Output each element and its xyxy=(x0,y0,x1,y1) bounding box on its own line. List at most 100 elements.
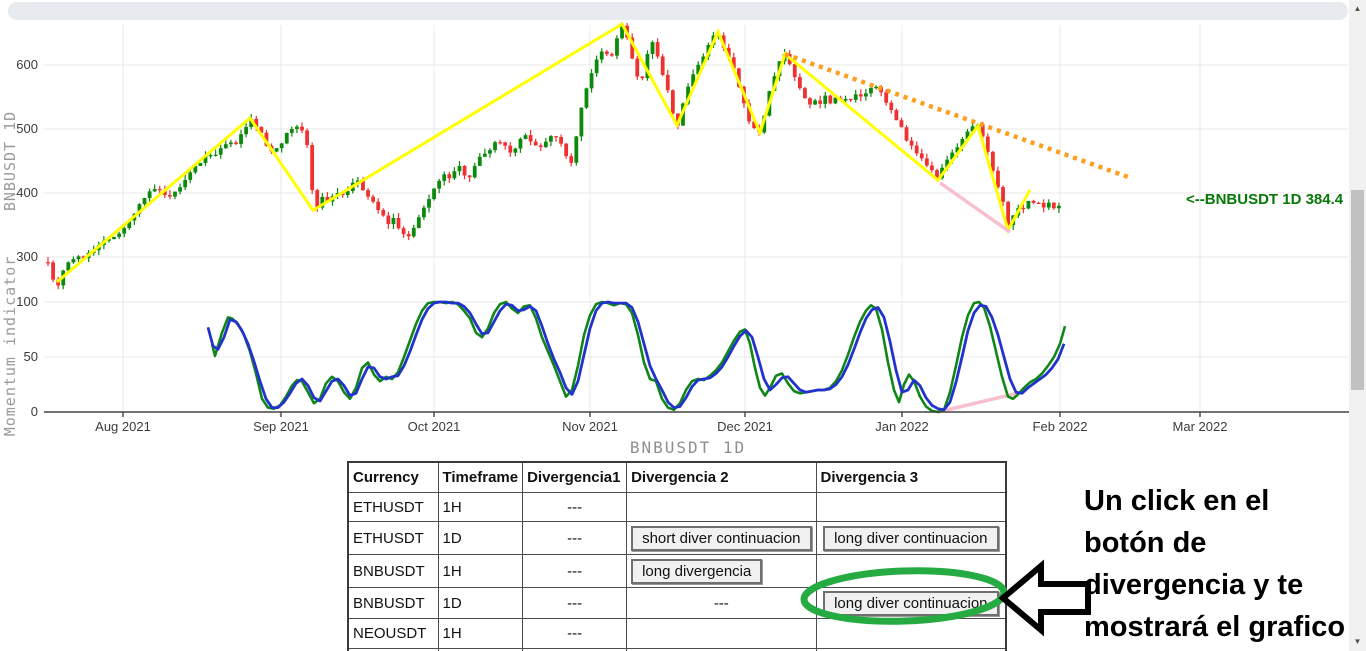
divergence-table: Currency Timeframe Divergencia1 Divergen… xyxy=(347,461,1008,651)
candlestick xyxy=(1001,187,1005,202)
vertical-scrollbar[interactable]: ▲ ▼ xyxy=(1349,0,1366,651)
short-diver-continuacion-button[interactable]: short diver continuacion xyxy=(631,525,812,551)
candlestick xyxy=(472,165,477,178)
col-header-currency: Currency xyxy=(347,461,439,493)
col-header-divergencia1: Divergencia1 xyxy=(522,461,628,493)
candlestick xyxy=(543,141,548,148)
candlestick xyxy=(655,42,660,57)
candlestick xyxy=(127,220,132,229)
pink-lower-low-line xyxy=(938,181,1012,234)
candlestick xyxy=(457,165,462,172)
divergencia1-cell: --- xyxy=(522,521,628,555)
candlestick xyxy=(259,127,264,133)
candlestick xyxy=(569,156,574,163)
candlestick xyxy=(223,144,228,149)
candlestick xyxy=(488,150,492,154)
candlestick xyxy=(828,95,833,104)
candlestick xyxy=(1006,201,1011,226)
candlestick xyxy=(609,54,614,56)
candlestick xyxy=(980,124,985,137)
candlestick xyxy=(361,180,365,191)
candlestick xyxy=(218,148,223,155)
note-line: mostrará el grafico xyxy=(1084,611,1346,643)
candlestick xyxy=(869,88,873,94)
candlestick xyxy=(574,136,579,163)
scrollbar-up-arrow-icon[interactable]: ▲ xyxy=(1353,4,1362,13)
long-diver-continuacion-button[interactable]: long diver continuacion xyxy=(823,525,999,551)
candlestick xyxy=(477,156,482,166)
currency-cell: NEOUSDT xyxy=(347,618,439,649)
instruction-note: Un click en el botón de divergencia y te… xyxy=(1084,480,1366,648)
candlestick xyxy=(467,175,472,178)
x-tick-label: Dec 2021 xyxy=(717,419,773,434)
candlestick xyxy=(183,179,188,188)
candlestick xyxy=(295,126,299,129)
x-tick-label: Nov 2021 xyxy=(562,419,618,434)
candlestick xyxy=(635,58,640,77)
price-y-tick-label: 500 xyxy=(16,121,38,136)
currency-cell: BNBUSDT xyxy=(347,587,439,619)
divergencia2-cell xyxy=(626,648,817,651)
candlestick xyxy=(173,191,177,197)
candlestick xyxy=(310,145,315,191)
pink-higher-low-line xyxy=(937,391,1018,414)
candlestick xyxy=(320,196,325,208)
candlestick xyxy=(950,152,955,160)
currency-cell: NEOUSDT xyxy=(347,648,439,651)
top-scrollbar[interactable] xyxy=(8,2,1348,20)
scrollbar-down-arrow-icon[interactable]: ▼ xyxy=(1353,637,1362,646)
x-tick-label: Mar 2022 xyxy=(1172,419,1228,434)
candlestick xyxy=(686,86,690,104)
candlestick xyxy=(493,142,497,151)
candlestick xyxy=(930,165,934,171)
candlestick xyxy=(909,140,914,146)
candlestick xyxy=(884,92,889,103)
candlestick xyxy=(188,172,193,180)
long-diver-continuacion-button-circled[interactable]: long diver continuacion xyxy=(823,590,999,616)
candlestick xyxy=(701,56,706,65)
x-tick-label: Sep 2021 xyxy=(253,419,309,434)
candlestick xyxy=(863,93,868,97)
candlestick xyxy=(990,151,995,171)
yellow-zigzag xyxy=(56,21,1032,284)
candlestick xyxy=(620,25,624,39)
candlestick xyxy=(203,155,208,163)
candlestick xyxy=(66,262,71,271)
candlestick xyxy=(904,127,909,141)
price-momentum-chart xyxy=(44,21,1356,417)
candlestick xyxy=(528,135,533,142)
long-divergencia-button[interactable]: long divergencia xyxy=(631,558,763,584)
candlestick xyxy=(432,188,436,200)
price-y-tick-label: 300 xyxy=(16,249,38,264)
candlestick xyxy=(965,131,970,140)
divergencia2-cell xyxy=(626,492,817,522)
candlestick xyxy=(615,38,619,56)
candlestick xyxy=(264,132,269,146)
candlestick xyxy=(391,218,396,225)
candlestick xyxy=(853,94,858,100)
divergencia3-cell xyxy=(815,648,1007,651)
candlestick xyxy=(996,170,1000,188)
candlestick xyxy=(630,37,635,59)
price-axis-title: BNBUSDT 1D xyxy=(1,110,19,212)
note-line: botón de xyxy=(1084,527,1207,559)
candlestick xyxy=(813,100,817,105)
candlestick xyxy=(254,118,259,128)
candlestick xyxy=(665,74,670,91)
candlestick xyxy=(858,94,863,97)
candlestick xyxy=(366,190,370,197)
timeframe-cell: 1D xyxy=(437,587,524,619)
candlestick xyxy=(584,88,589,108)
candlestick xyxy=(244,126,249,135)
candlestick xyxy=(726,47,731,58)
col-header-divergencia2: Divergencia 2 xyxy=(626,461,817,493)
candlestick xyxy=(117,233,122,237)
scrollbar-thumb[interactable] xyxy=(1351,190,1364,390)
candlestick xyxy=(670,90,675,114)
candlestick xyxy=(792,64,797,78)
candlestick xyxy=(416,217,421,228)
currency-cell: ETHUSDT xyxy=(347,521,439,555)
candlestick xyxy=(442,174,447,181)
candlestick xyxy=(899,120,904,128)
candlestick xyxy=(396,218,401,229)
